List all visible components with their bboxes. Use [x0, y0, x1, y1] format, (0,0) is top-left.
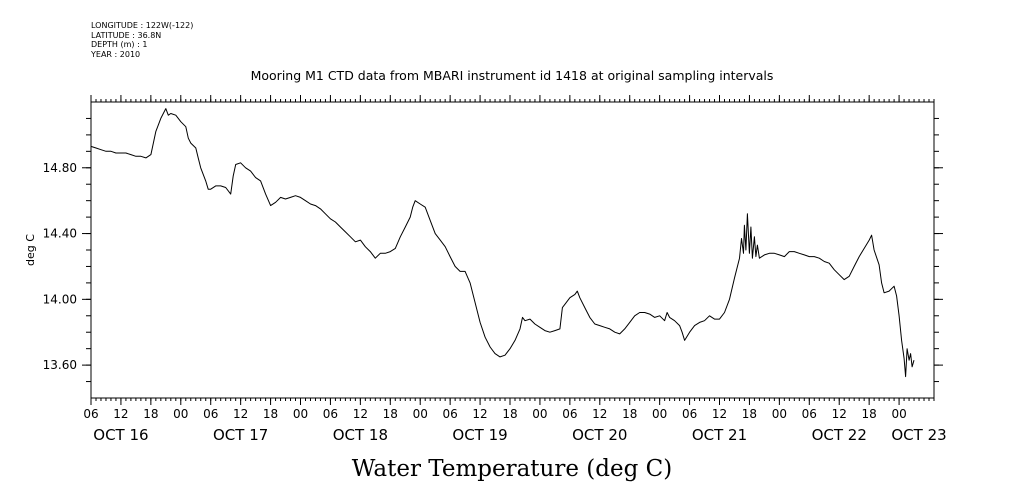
x-tick-label: 06	[562, 407, 577, 421]
x-tick-label: 06	[323, 407, 338, 421]
x-day-label: OCT 23	[891, 426, 946, 444]
x-tick-label: 12	[113, 407, 128, 421]
series-line	[90, 108, 915, 378]
x-tick-label: 06	[443, 407, 458, 421]
x-tick-label: 18	[742, 407, 757, 421]
meta-year: YEAR : 2010	[91, 49, 141, 59]
x-tick-label: 00	[413, 407, 428, 421]
x-tick-label: 06	[83, 407, 98, 421]
x-tick-label: 18	[622, 407, 637, 421]
x-tick-label: 00	[652, 407, 667, 421]
metadata-block: LONGITUDE : 122W(-122) LATITUDE : 36.8N …	[91, 21, 193, 59]
meta-depth: DEPTH (m) : 1	[91, 40, 148, 49]
x-tick-label: 12	[712, 407, 727, 421]
y-tick-label: 14.00	[43, 292, 77, 306]
meta-latitude: LATITUDE : 36.8N	[91, 30, 162, 40]
plot-frame	[90, 101, 935, 399]
axis-ticks	[82, 95, 943, 405]
x-day-label: OCT 17	[213, 426, 268, 444]
y-tick-label: 14.80	[43, 161, 77, 175]
x-axis-label: Water Temperature (deg C)	[352, 456, 672, 482]
x-day-label: OCT 18	[333, 426, 388, 444]
meta-longitude: LONGITUDE : 122W(-122)	[91, 21, 194, 30]
x-day-label: OCT 22	[812, 426, 867, 444]
x-tick-label: 06	[203, 407, 218, 421]
x-tick-label: 00	[532, 407, 547, 421]
x-tick-label: 12	[832, 407, 847, 421]
x-tick-label: 18	[383, 407, 398, 421]
x-tick-label: 00	[772, 407, 787, 421]
x-tick-label: 00	[173, 407, 188, 421]
x-tick-label: 12	[353, 407, 368, 421]
x-day-label: OCT 16	[93, 426, 148, 444]
x-tick-label: 12	[592, 407, 607, 421]
x-day-label: OCT 21	[692, 426, 747, 444]
x-tick-label: 06	[682, 407, 697, 421]
x-tick-label: 12	[233, 407, 248, 421]
x-day-label: OCT 19	[452, 426, 507, 444]
x-tick-label: 12	[472, 407, 487, 421]
x-tick-label: 18	[143, 407, 158, 421]
x-day-label: OCT 20	[572, 426, 627, 444]
y-tick-label: 13.60	[43, 358, 77, 372]
x-tick-label: 18	[862, 407, 877, 421]
axis-tick-labels: 06 12 18 00 06 12 18 00 06 12 18 00 06 12 18 00 06 12 18 00…	[43, 161, 947, 444]
x-tick-label: 06	[802, 407, 817, 421]
series-group	[90, 108, 915, 378]
x-tick-label: 00	[891, 407, 906, 421]
y-axis-label: deg C	[24, 234, 37, 266]
chart-title: Mooring M1 CTD data from MBARI instrumen…	[251, 68, 774, 83]
x-tick-label: 18	[263, 407, 278, 421]
x-tick-label: 18	[502, 407, 517, 421]
x-tick-label: 00	[293, 407, 308, 421]
y-tick-label: 14.40	[43, 227, 77, 241]
